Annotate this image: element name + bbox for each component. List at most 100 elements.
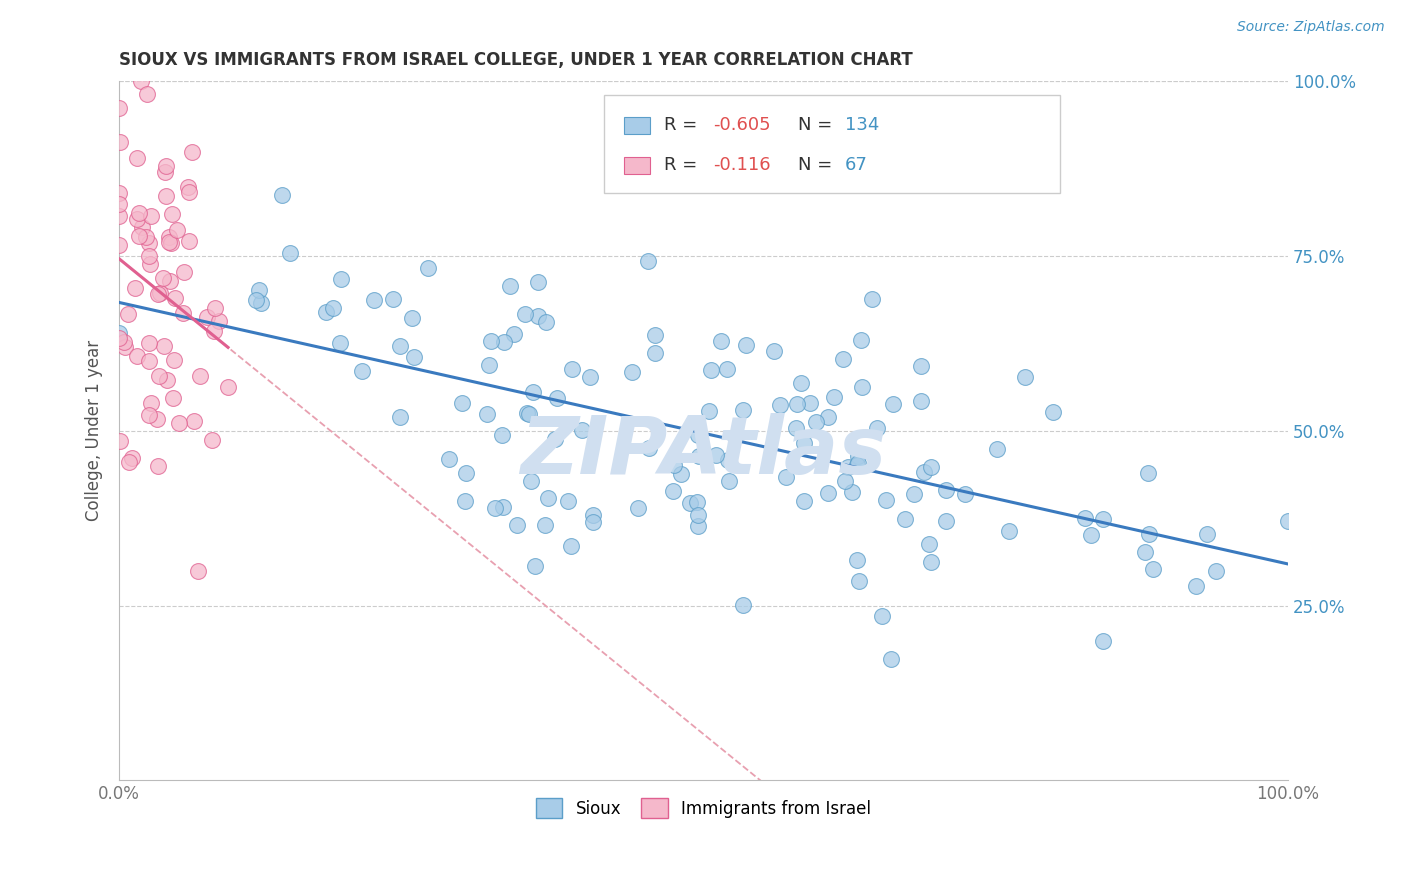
Point	[181, 145, 204, 160]
Point	[322, 301, 344, 316]
Point	[860, 293, 883, 307]
Point	[152, 271, 174, 285]
Point	[499, 279, 522, 293]
Point	[1142, 562, 1164, 576]
Point	[717, 475, 740, 489]
Point	[160, 207, 183, 221]
Point	[799, 396, 821, 410]
Point	[544, 433, 567, 447]
Point	[146, 412, 169, 426]
Point	[201, 434, 224, 448]
Point	[167, 416, 190, 430]
Text: ZIPAtlas: ZIPAtlas	[520, 413, 887, 491]
Point	[125, 211, 148, 226]
Point	[172, 306, 194, 320]
Point	[108, 326, 131, 340]
Point	[775, 470, 797, 484]
Point	[910, 393, 932, 408]
Point	[704, 449, 727, 463]
Bar	[624, 157, 650, 174]
Point	[128, 229, 150, 244]
Point	[381, 292, 404, 306]
Point	[156, 373, 179, 387]
Point	[128, 205, 150, 219]
Point	[519, 474, 541, 488]
Point	[1133, 545, 1156, 559]
Point	[846, 456, 869, 470]
Point	[352, 364, 374, 378]
Point	[817, 410, 839, 425]
Point	[204, 301, 226, 315]
Point	[108, 186, 131, 201]
Point	[903, 487, 925, 501]
Point	[1092, 633, 1115, 648]
Point	[527, 276, 550, 290]
Point	[644, 327, 666, 342]
Point	[700, 363, 723, 377]
Point	[582, 508, 605, 523]
Point	[1137, 527, 1160, 541]
Point	[138, 249, 160, 263]
Point	[437, 452, 460, 467]
Text: SIOUX VS IMMIGRANTS FROM ISRAEL COLLEGE, UNDER 1 YEAR CORRELATION CHART: SIOUX VS IMMIGRANTS FROM ISRAEL COLLEGE,…	[120, 51, 912, 69]
Point	[806, 415, 828, 429]
Point	[875, 492, 897, 507]
Point	[579, 369, 602, 384]
Point	[315, 305, 337, 319]
Point	[1080, 528, 1102, 542]
Point	[108, 196, 131, 211]
Text: R =: R =	[664, 116, 697, 134]
Point	[515, 406, 537, 420]
Point	[329, 336, 352, 351]
Point	[837, 460, 859, 475]
Point	[139, 209, 162, 223]
Point	[793, 436, 815, 450]
Point	[162, 391, 184, 405]
Point	[1074, 511, 1097, 525]
Point	[846, 458, 869, 472]
Text: N =: N =	[799, 116, 832, 134]
Point	[118, 455, 141, 469]
Point	[247, 283, 270, 297]
Point	[129, 74, 152, 88]
Point	[866, 421, 889, 435]
Point	[125, 152, 148, 166]
Point	[557, 494, 579, 508]
Text: R =: R =	[664, 155, 697, 174]
Point	[491, 427, 513, 442]
Point	[848, 574, 870, 588]
FancyBboxPatch shape	[605, 95, 1060, 194]
Point	[179, 234, 201, 248]
Point	[686, 508, 709, 523]
Point	[492, 500, 515, 515]
Point	[534, 518, 557, 533]
Point	[117, 307, 139, 321]
Point	[894, 512, 917, 526]
Point	[135, 230, 157, 244]
Point	[157, 235, 180, 250]
Point	[910, 359, 932, 373]
Point	[183, 414, 205, 428]
Text: 67: 67	[845, 155, 868, 174]
Point	[1205, 564, 1227, 578]
Point	[173, 265, 195, 279]
Point	[986, 442, 1008, 457]
Point	[148, 286, 170, 301]
Point	[662, 458, 685, 472]
Point	[202, 324, 225, 338]
Point	[217, 380, 239, 394]
Point	[136, 87, 159, 101]
Point	[153, 165, 176, 179]
Point	[478, 358, 501, 372]
Point	[454, 494, 477, 508]
Point	[522, 384, 544, 399]
Point	[918, 537, 941, 551]
Point	[484, 500, 506, 515]
Point	[524, 558, 547, 573]
Point	[148, 369, 170, 384]
Point	[454, 466, 477, 480]
Point	[187, 564, 209, 578]
Point	[846, 553, 869, 567]
Point	[686, 519, 709, 533]
Point	[165, 291, 187, 305]
